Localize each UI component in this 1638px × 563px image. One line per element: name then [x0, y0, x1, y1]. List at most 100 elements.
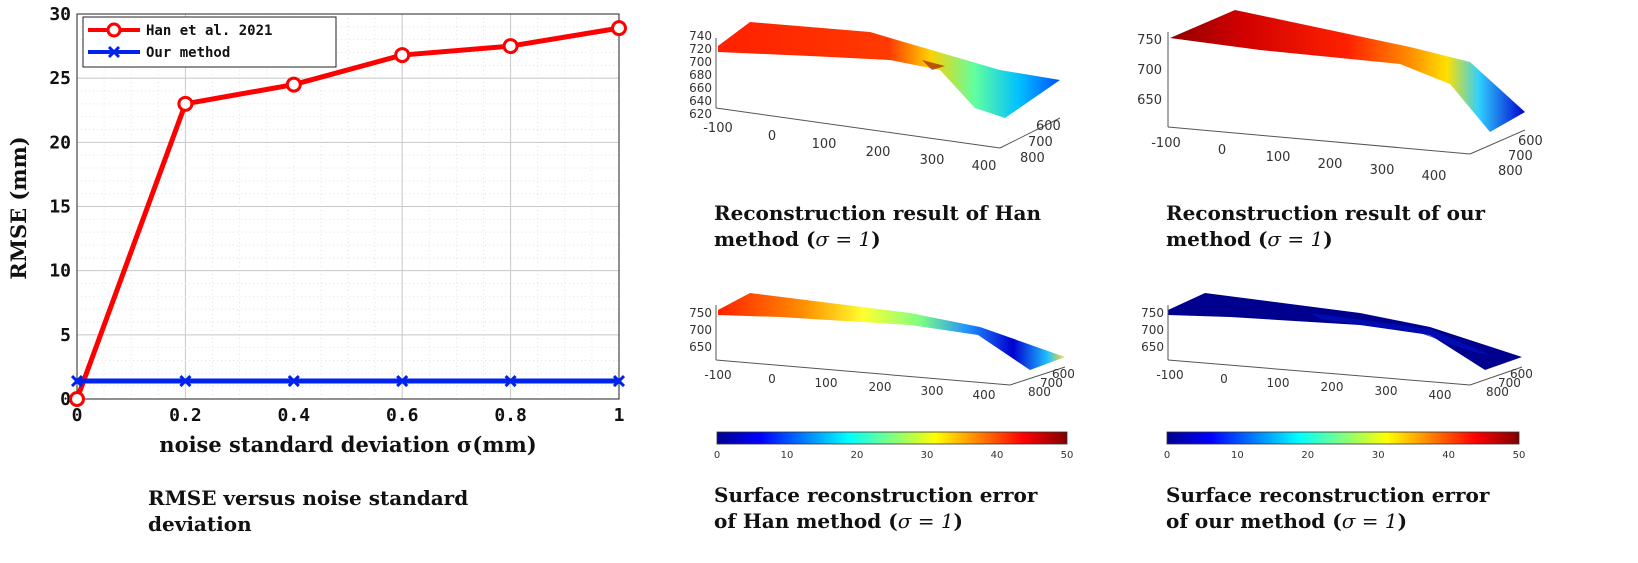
rmse-chart: 0 5 10 15 20 25 30 0 0.2 0.4 0.6 0.8 1 Han et al. 2…: [6, 4, 627, 457]
tick-label: 800: [1028, 385, 1051, 399]
caption-text: ): [871, 227, 881, 251]
tick-label: -100: [1151, 136, 1181, 151]
tick-label: 300: [1370, 163, 1395, 178]
tick-label: 650: [1137, 93, 1162, 108]
colorbar-gradient: [716, 431, 1068, 445]
colorbar-tick-label: 0: [714, 450, 720, 461]
tick-label: 680: [689, 68, 712, 82]
caption-our-recon-line2: method (σ = 1): [1166, 226, 1485, 252]
axis-lines: [715, 38, 1061, 149]
tick-label: 700: [689, 55, 712, 69]
caption-text: of Han method (: [714, 509, 898, 533]
caption-text: ): [1323, 227, 1333, 251]
legend-ours-marker: [107, 45, 121, 59]
tick-label: 620: [689, 107, 712, 121]
han-data-point: [502, 38, 519, 55]
x-tick-labels: -100 0 100 200 300 400: [1151, 136, 1446, 184]
han-data-point: [285, 76, 302, 93]
tick-label: 400: [972, 159, 997, 174]
han-error-colorbar: 0 10 20 30 40 50: [714, 431, 1074, 461]
y-tick-label: 15: [49, 197, 71, 218]
tick-label: 100: [812, 137, 837, 152]
surface-mesh: [1170, 10, 1525, 132]
our-error-colorbar: 0 10 20 30 40 50: [1164, 431, 1525, 461]
han-data-point: [177, 95, 194, 112]
z-tick-labels: 750 700 650: [1141, 306, 1164, 354]
caption-han-err-line2: of Han method (σ = 1): [714, 508, 1037, 534]
x-tick-label: 0.4: [278, 405, 311, 426]
y-tick-label: 20: [49, 132, 71, 153]
legend-han-label: Han et al. 2021: [146, 23, 272, 39]
tick-label: 700: [1040, 376, 1063, 390]
tick-label: 400: [1422, 169, 1447, 184]
tick-label: 700: [1498, 376, 1521, 390]
our-data-point: [70, 374, 84, 388]
tick-label: 700: [1141, 323, 1164, 337]
surface-dark-crease: [922, 60, 945, 70]
tick-label: 0: [1220, 372, 1228, 386]
tick-label: -100: [704, 368, 731, 382]
tick-label: 200: [869, 380, 892, 394]
tick-label: 0: [768, 372, 776, 386]
x-axis-label: noise standard deviation σ(mm): [159, 432, 536, 457]
colorbar-tick-label: 20: [851, 450, 864, 461]
caption-rmse-line2: deviation: [148, 512, 252, 536]
caption-text: method (: [714, 227, 816, 251]
colorbar-tick-label: 50: [1061, 450, 1074, 461]
legend-han-marker: [106, 22, 122, 38]
tick-label: 800: [1020, 151, 1045, 166]
tick-label: 200: [1318, 157, 1343, 172]
x-tick-label: 1: [614, 405, 625, 426]
caption-han-recon-line1: Reconstruction result of Han: [714, 201, 1042, 225]
tick-label: 660: [689, 81, 712, 95]
tick-label: 700: [1137, 63, 1162, 78]
x-tick-label: 0: [72, 405, 83, 426]
tick-label: 300: [921, 384, 944, 398]
z-tick-labels: 750 700 650: [1137, 33, 1162, 108]
caption-our-err-line2: of our method (σ = 1): [1166, 508, 1489, 534]
tick-label: 600: [1510, 367, 1533, 381]
y-tick-labels: 0 5 10 15 20 25 30: [49, 4, 71, 410]
our-data-point: [504, 374, 517, 388]
caption-han-recon-line2: method (σ = 1): [714, 226, 1041, 252]
caption-sigma: σ = 1: [1341, 509, 1398, 533]
plot-frame: [76, 13, 620, 400]
caption-text: method (: [1166, 227, 1268, 251]
tick-label: 700: [1508, 149, 1533, 164]
caption-our-error: Surface reconstruction error of our meth…: [1166, 482, 1489, 534]
tick-label: 300: [1375, 384, 1398, 398]
surface-mesh: [718, 293, 1065, 370]
tick-label: 100: [1267, 376, 1290, 390]
caption-our-reconstruction: Reconstruction result of our method (σ =…: [1166, 200, 1485, 252]
caption-text: ): [1397, 509, 1408, 533]
han-data-point: [69, 391, 85, 407]
caption-our-recon-line1: Reconstruction result of our: [1166, 201, 1486, 225]
tick-label: 600: [1052, 367, 1075, 381]
caption-text: ): [953, 509, 964, 533]
tick-label: -100: [703, 121, 733, 136]
han-series-line: [74, 25, 620, 400]
colorbar-tick-label: 30: [1372, 450, 1385, 461]
caption-sigma: σ = 1: [1267, 227, 1324, 251]
tick-label: 400: [973, 388, 996, 402]
x-tick-label: 0.2: [169, 405, 202, 426]
x-tick-labels: -100 0 100 200 300 400: [704, 368, 995, 402]
tick-label: 200: [866, 145, 891, 160]
tick-label: 700: [1028, 135, 1053, 150]
axis-lines: [715, 305, 1066, 386]
tick-label: 800: [1486, 385, 1509, 399]
series-lines: [69, 20, 627, 407]
tick-label: 750: [1137, 33, 1162, 48]
caption-han-err-line1: Surface reconstruction error: [714, 483, 1038, 507]
surface-mesh: [718, 22, 1060, 118]
caption-rmse-line1: RMSE versus noise standard: [148, 486, 469, 510]
our-data-point: [179, 374, 192, 388]
our-data-point: [612, 374, 626, 388]
tick-label: -100: [1156, 368, 1183, 382]
y-tick-label: 5: [60, 325, 71, 346]
